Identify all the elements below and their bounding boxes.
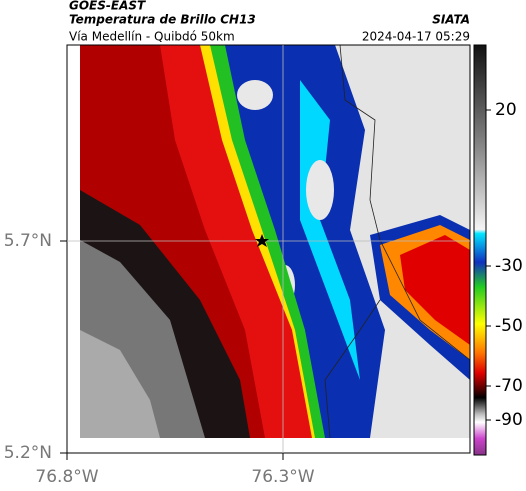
brand: SIATA [432, 13, 470, 27]
colorbar-tick-label: -90 [495, 410, 523, 430]
colorbar-tick-label: -70 [495, 376, 523, 396]
lat-tick-label: 5.2°N [4, 443, 52, 463]
city-marker [255, 234, 269, 247]
map-frame [66, 44, 471, 454]
title: GOES-EAST [69, 0, 146, 13]
colorbar-tick-label: -50 [495, 316, 523, 336]
lat-tick-label: 5.7°N [4, 231, 52, 251]
lon-tick-label: 76.8°W [35, 467, 98, 487]
region: Vía Medellín - Quibdó 50km [69, 30, 235, 44]
subtitle: Temperatura de Brillo CH13 [69, 13, 256, 27]
colorbar-tick-label: -30 [495, 256, 523, 276]
satellite-image [67, 45, 470, 453]
colorbar-tick-label: 20 [495, 100, 517, 120]
datetime: 2024-04-17 05:29 [362, 30, 470, 44]
lon-tick-label: 76.3°W [251, 467, 314, 487]
colorbar [473, 44, 487, 456]
